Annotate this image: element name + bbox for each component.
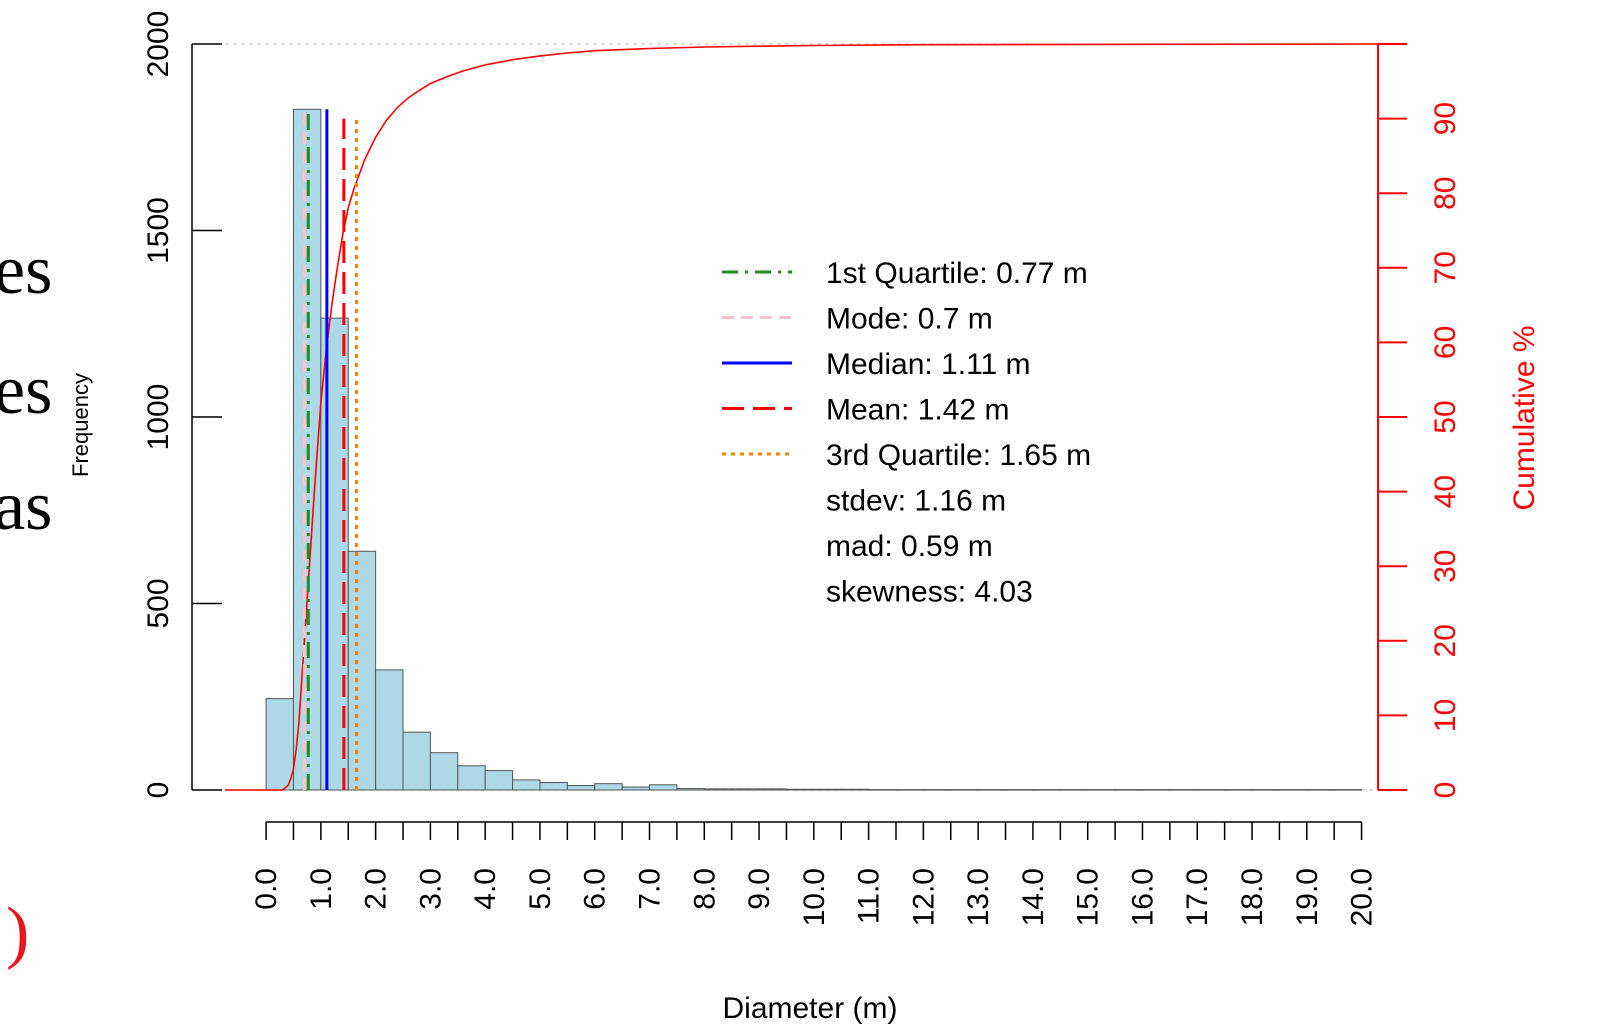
legend-stat-text: skewness: 4.03 [826,576,1033,609]
histogram-bar [1032,789,1061,791]
legend-stat-text: mad: 0.59 m [826,530,993,563]
y2-tick-label: 60 [1429,326,1462,359]
y2-axis-label: Cumulative % [1508,325,1541,510]
background-text-fragment: es [0,232,53,309]
histogram-bar [895,789,924,791]
y2-tick-label: 20 [1429,624,1462,657]
legend-label: Mode: 0.7 m [826,303,993,336]
histogram-bar [950,789,979,791]
cumulative-curve [225,43,1379,791]
histogram-bar [594,783,623,791]
y2-tick-label: 10 [1429,699,1462,732]
x-tick-label: 12.0 [907,868,940,926]
y-tick-label: 1000 [142,384,175,451]
y-tick-label: 2000 [142,11,175,78]
x-tick-label: 8.0 [688,868,721,910]
frequency-axis: 0 500 1000 1500 2000 [142,11,222,799]
diameter-axis: 0.0 1.0 2.0 3.0 4.0 5.0 6.0 7.0 8.0 9.0 10.0 11.0 12… [250,821,1379,926]
histogram-bars [265,108,1363,791]
histogram-bar [1251,789,1280,791]
histogram-bar [347,550,377,791]
x-tick-label: 9.0 [743,868,776,910]
y2-tick-label: 30 [1429,550,1462,583]
legend-label: 1st Quartile: 0.77 m [826,257,1088,290]
histogram-bar [1141,789,1171,791]
y2-tick-label: 50 [1429,400,1462,433]
x-tick-label: 19.0 [1291,868,1324,926]
x-tick-label: 17.0 [1181,868,1214,926]
histogram-bar [457,765,486,791]
y2-tick-label: 0 [1429,782,1462,799]
histogram-bar [785,788,815,791]
histogram-bar [731,788,760,791]
histogram-bar [265,698,294,791]
histogram-bar [621,786,651,791]
x-tick-label: 1.0 [305,868,338,910]
x-tick-label: 14.0 [1017,868,1050,926]
histogram-bar [402,731,431,791]
histogram-bar [676,788,705,791]
histogram-bar [922,789,952,791]
legend-label: Mean: 1.42 m [826,394,1009,427]
x-tick-label: 18.0 [1236,868,1269,926]
histogram-bar [1005,789,1034,791]
x-tick-label: 15.0 [1072,868,1105,926]
histogram-bar [484,770,514,791]
histogram-bar [1278,789,1308,791]
histogram-bar [512,779,541,791]
histogram-bar [1059,789,1089,791]
x-axis-label: Diameter (m) [722,992,897,1025]
x-tick-label: 6.0 [579,868,612,910]
histogram-bar [1196,789,1226,791]
histogram-bar [977,789,1007,791]
y2-tick-label: 90 [1429,102,1462,135]
y2-tick-label: 70 [1429,251,1462,284]
histogram-bar [566,785,596,791]
x-tick-label: 3.0 [414,868,447,910]
x-tick-label: 20.0 [1346,868,1379,926]
background-text-fragment-red: ) [6,894,30,971]
histogram-bar [1169,789,1198,791]
histogram-bar [375,669,404,791]
histogram-bar [649,784,678,791]
x-tick-label: 5.0 [524,868,557,910]
legend-stat-text: stdev: 1.16 m [826,485,1006,518]
x-tick-label: 4.0 [469,868,502,910]
x-tick-label: 2.0 [360,868,393,910]
histogram-bar [703,788,733,791]
x-tick-label: 11.0 [853,868,886,924]
background-text-fragment: es [0,352,53,429]
y-tick-label: 0 [142,782,175,799]
histogram-bar [429,752,459,791]
histogram-bar [813,788,842,791]
y-tick-label: 500 [142,578,175,628]
y-tick-label: 1500 [142,197,175,264]
y2-tick-label: 80 [1429,177,1462,210]
x-tick-label: 10.0 [798,868,831,926]
x-tick-label: 13.0 [962,868,995,926]
cumulative-axis: 0 10 20 30 40 50 60 70 80 90 [1377,43,1462,799]
histogram-bar [1114,789,1143,791]
y-axis-label: Frequency [68,373,93,477]
histogram-bar [539,782,568,791]
cumulative-curve-layer [225,43,1379,791]
x-tick-label: 7.0 [634,868,667,910]
histogram-bar [1306,789,1335,791]
histogram-bar [840,788,870,791]
legend-label: 3rd Quartile: 1.65 m [826,439,1091,472]
y2-tick-label: 40 [1429,475,1462,508]
histogram-bar [1333,789,1363,791]
histogram-bar [868,789,897,791]
background-text-fragment: as [0,468,53,545]
x-tick-label: 0.0 [250,868,283,910]
histogram-bar [758,788,787,791]
histogram-bar [1087,789,1116,791]
histogram-bar [1224,789,1253,791]
statistic-lines [302,109,358,790]
x-tick-label: 16.0 [1126,868,1159,926]
legend-label: Median: 1.11 m [826,348,1031,381]
legend: 1st Quartile: 0.77 m Mode: 0.7 m Median: 1… [722,257,1091,609]
